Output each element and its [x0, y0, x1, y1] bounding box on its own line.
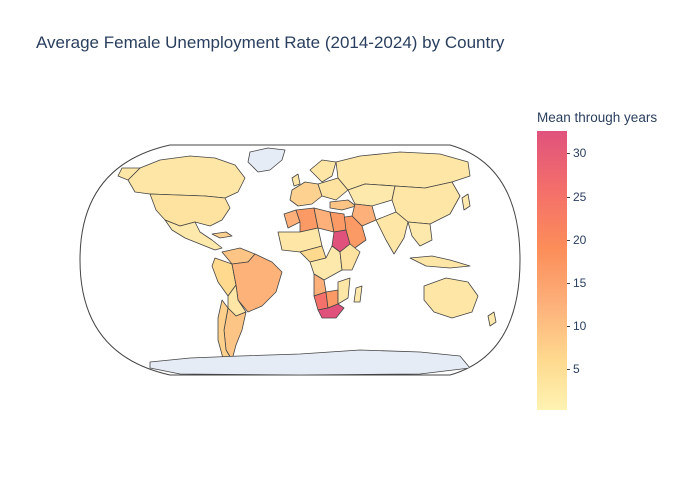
country-new-zealand[interactable] — [487, 311, 497, 327]
colorbar-tickmark — [567, 326, 570, 328]
country-australia[interactable] — [423, 277, 479, 319]
colorbar-tick-label: 20 — [573, 232, 587, 247]
country-scandinavia[interactable] — [309, 159, 337, 183]
colorbar-tick-label: 5 — [573, 362, 580, 377]
country-indonesia[interactable] — [409, 255, 471, 269]
country-japan[interactable] — [461, 193, 471, 211]
colorbar-tickmark — [567, 369, 570, 371]
country-madagascar[interactable] — [353, 285, 363, 303]
colorbar-tick-label: 25 — [573, 189, 587, 204]
country-eastern-europe[interactable] — [317, 177, 349, 201]
country-se-asia[interactable] — [407, 221, 433, 247]
colorbar-tickmark — [567, 239, 570, 241]
colorbar-tick-label: 30 — [573, 146, 587, 161]
colorbar-title: Mean through years — [537, 110, 658, 125]
country-iran[interactable] — [351, 203, 377, 227]
chart-title: Average Female Unemployment Rate (2014-2… — [36, 33, 505, 52]
colorbar-tickmark — [567, 153, 570, 155]
country-antarctica[interactable] — [149, 349, 471, 375]
country-uk[interactable] — [291, 173, 301, 187]
country-caribbean[interactable] — [211, 231, 233, 239]
country-alaska[interactable] — [117, 167, 141, 181]
colorbar-tickmark — [567, 283, 570, 285]
colorbar-tick-label: 10 — [573, 319, 587, 334]
colorbar-gradient — [537, 131, 567, 410]
country-east-africa[interactable] — [339, 243, 361, 271]
colorbar-tick-label: 15 — [573, 276, 587, 291]
country-greenland[interactable] — [247, 147, 286, 173]
country-turkey[interactable] — [329, 199, 357, 211]
country-india[interactable] — [375, 211, 409, 255]
country-mexico[interactable] — [164, 219, 223, 251]
country-mozambique[interactable] — [337, 277, 351, 305]
country-south-africa[interactable] — [317, 303, 345, 319]
colorbar-tickmark — [567, 196, 570, 198]
country-usa[interactable] — [149, 193, 231, 227]
country-europe-west[interactable] — [289, 181, 323, 207]
